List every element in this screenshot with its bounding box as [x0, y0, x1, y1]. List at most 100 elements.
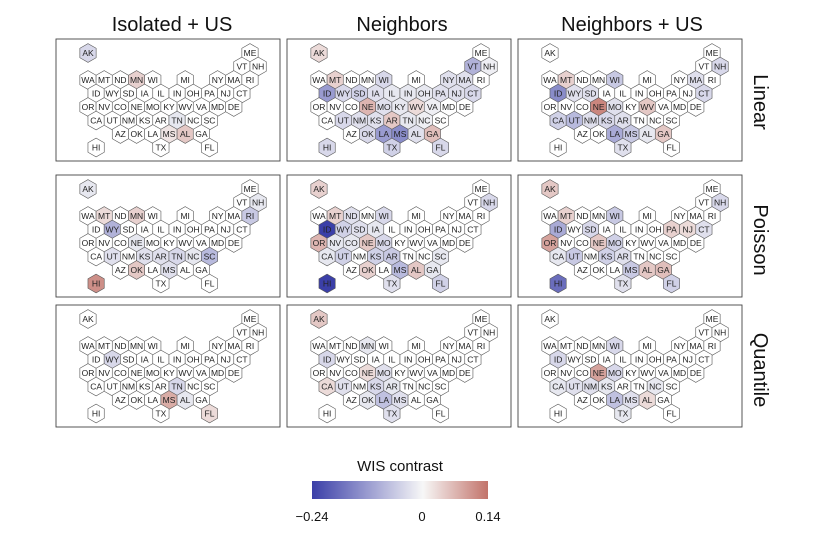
hex-label-ky: KY: [394, 102, 406, 112]
hex-label-il: IL: [388, 355, 395, 365]
hex-label-oh: OH: [649, 225, 662, 235]
hex-label-de: DE: [228, 238, 240, 248]
hex-de: [456, 97, 474, 117]
hex-label-mt: MT: [329, 341, 341, 351]
hex-label-fl: FL: [205, 143, 215, 153]
hex-label-hi: HI: [323, 279, 332, 289]
hex-label-wi: WI: [610, 341, 620, 351]
hex-label-mt: MT: [329, 75, 341, 85]
hex-label-wv: WV: [178, 102, 192, 112]
hex-label-or: OR: [82, 368, 95, 378]
hex-label-ut: UT: [107, 382, 118, 392]
hex-label-ks: KS: [370, 116, 382, 126]
hex-label-ky: KY: [625, 368, 637, 378]
hex-label-vt: VT: [236, 62, 247, 72]
hex-label-id: ID: [92, 355, 101, 365]
hex-label-vt: VT: [236, 328, 247, 338]
hex-label-pa: PA: [666, 89, 677, 99]
row-title-quantile: Quantile: [749, 333, 771, 408]
hex-label-ct: CT: [467, 355, 478, 365]
hex-label-tn: TN: [402, 382, 413, 392]
hex-label-tn: TN: [633, 116, 644, 126]
hex-label-nv: NV: [560, 102, 572, 112]
hex-label-ms: MS: [625, 395, 638, 405]
hex-label-ks: KS: [370, 252, 382, 262]
hex-label-id: ID: [92, 225, 101, 235]
column-title-neighbors: Neighbors: [356, 14, 447, 36]
hex-ak: [310, 309, 328, 329]
hex-label-vt: VT: [467, 198, 478, 208]
hex-label-mn: MN: [592, 211, 605, 221]
hex-label-ct: CT: [467, 89, 478, 99]
hex-label-nh: NH: [714, 62, 726, 72]
hex-label-nc: NC: [418, 382, 430, 392]
hex-label-mo: MO: [146, 238, 160, 248]
hex-label-va: VA: [196, 368, 207, 378]
hex-label-ri: RI: [477, 75, 486, 85]
hex-label-md: MD: [442, 368, 455, 378]
hex-label-ia: IA: [372, 225, 380, 235]
hex-label-ut: UT: [107, 116, 118, 126]
hex-label-al: AL: [180, 265, 191, 275]
hex-label-ca: CA: [321, 382, 333, 392]
hex-label-ms: MS: [394, 265, 407, 275]
hex-label-al: AL: [642, 265, 653, 275]
hex-label-ut: UT: [338, 116, 349, 126]
legend-tick-min: −0.24: [296, 509, 329, 524]
hex-label-wy: WY: [105, 225, 119, 235]
hex-label-nh: NH: [252, 328, 264, 338]
hex-label-nd: ND: [345, 211, 357, 221]
hex-label-ny: NY: [212, 75, 224, 85]
hex-label-ne: NE: [362, 368, 374, 378]
hex-label-mo: MO: [608, 368, 622, 378]
hex-label-la: LA: [148, 265, 159, 275]
hex-label-ny: NY: [674, 211, 686, 221]
hex-label-ri: RI: [708, 211, 717, 221]
hex-label-ri: RI: [477, 211, 486, 221]
hex-label-in: IN: [635, 89, 644, 99]
hex-label-ks: KS: [139, 252, 151, 262]
hex-label-wi: WI: [148, 75, 158, 85]
hex-label-ut: UT: [107, 252, 118, 262]
hex-label-ak: AK: [544, 314, 556, 324]
hex-label-ak: AK: [313, 184, 325, 194]
hex-label-az: AZ: [577, 265, 588, 275]
hex-fl: [201, 403, 218, 424]
hex-label-sc: SC: [666, 252, 678, 262]
hex-label-wi: WI: [379, 341, 389, 351]
hex-label-wv: WV: [178, 368, 192, 378]
hex-label-wi: WI: [610, 211, 620, 221]
hex-label-nm: NM: [353, 252, 366, 262]
hex-label-ky: KY: [163, 238, 175, 248]
hex-label-md: MD: [211, 102, 224, 112]
hex-label-ny: NY: [212, 341, 224, 351]
hex-label-vt: VT: [236, 198, 247, 208]
panel-quantile-isolated-us: AK ME VT NH WA MT ND MN WI MI NY MA RI ID WY SD IA IL IN OH…: [55, 304, 281, 428]
hex-label-hi: HI: [554, 279, 563, 289]
hex-label-in: IN: [173, 89, 182, 99]
hex-label-ne: NE: [593, 102, 605, 112]
hex-label-va: VA: [196, 238, 207, 248]
legend-title: WIS contrast: [357, 458, 444, 475]
hex-label-wa: WA: [81, 211, 95, 221]
hex-label-ri: RI: [708, 341, 717, 351]
hex-label-sc: SC: [204, 116, 216, 126]
hex-label-ma: MA: [689, 341, 702, 351]
hex-label-mo: MO: [608, 102, 622, 112]
hex-label-ne: NE: [362, 102, 374, 112]
hex-label-ky: KY: [625, 238, 637, 248]
hex-label-tn: TN: [171, 252, 182, 262]
hex-label-tx: TX: [155, 409, 166, 419]
legend-tick-mid: 0: [418, 509, 425, 524]
hex-label-in: IN: [173, 225, 182, 235]
hex-label-ut: UT: [569, 382, 580, 392]
hex-label-oh: OH: [418, 355, 431, 365]
hex-label-az: AZ: [577, 395, 588, 405]
hex-label-co: CO: [114, 238, 127, 248]
hex-label-hi: HI: [554, 409, 563, 419]
hex-label-id: ID: [323, 89, 332, 99]
hex-label-ut: UT: [338, 252, 349, 262]
hex-label-sd: SD: [354, 355, 366, 365]
hex-label-fl: FL: [436, 279, 446, 289]
hex-label-wv: WV: [640, 368, 654, 378]
